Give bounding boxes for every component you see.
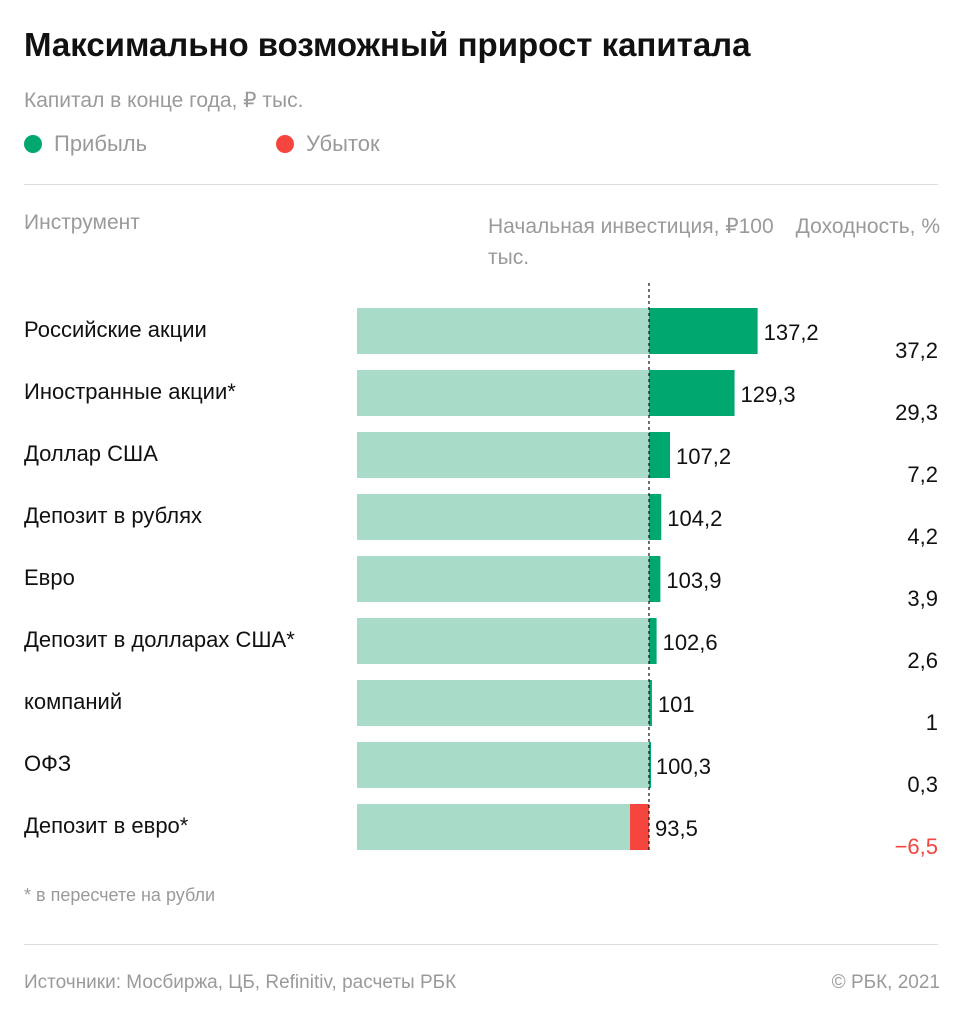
base-bar (357, 556, 649, 602)
base-bar (357, 370, 649, 416)
return-header: Доходность, % (795, 215, 940, 238)
reference-header: Начальная инвестиция, ₽100 тыс. (488, 215, 774, 269)
bar (649, 680, 652, 726)
base-bar (357, 494, 649, 540)
bar (649, 432, 671, 478)
value-label: 103,9 (666, 568, 721, 593)
return-label: 29,3 (895, 400, 938, 425)
bar (630, 804, 649, 850)
category-label: Евро (24, 565, 75, 590)
bar (649, 494, 662, 540)
value-label: 100,3 (656, 754, 711, 779)
base-bar (357, 618, 649, 664)
chart-title: Максимально возможный прирост капитала (24, 26, 751, 63)
value-label: 102,6 (663, 630, 718, 655)
category-label: Иностранные акции* (24, 379, 236, 404)
return-label: 4,2 (907, 524, 938, 549)
note: * в пересчете на рубли (24, 885, 216, 905)
category-label: компаний (24, 689, 122, 714)
source: Источники: Мосбиржа, ЦБ, Refinitiv, расч… (24, 972, 457, 993)
bar (649, 370, 735, 416)
category-label: Российские акции (24, 317, 207, 342)
return-label: 3,9 (907, 586, 938, 611)
category-label: Депозит в рублях (24, 503, 202, 528)
bar (649, 556, 661, 602)
return-label: 37,2 (895, 338, 938, 363)
category-header: Инструмент (24, 211, 140, 234)
return-label: 2,6 (907, 648, 938, 673)
category-label: Депозит в долларах США* (24, 627, 295, 652)
base-bar (357, 308, 649, 354)
base-bar (357, 680, 649, 726)
value-label: 104,2 (667, 506, 722, 531)
bar (649, 308, 758, 354)
return-label: 0,3 (907, 772, 938, 797)
value-label: 129,3 (741, 382, 796, 407)
bar (649, 742, 651, 788)
legend-marker (24, 135, 42, 153)
category-label: Депозит в евро* (24, 813, 189, 838)
value-label: 93,5 (655, 816, 698, 841)
base-bar (357, 804, 649, 850)
return-label: 7,2 (907, 462, 938, 487)
return-label: −6,5 (895, 834, 938, 859)
value-label: 137,2 (764, 320, 819, 345)
category-label: Доллар США (24, 441, 158, 466)
copyright: © РБК, 2021 (831, 972, 940, 993)
chart-subtitle: Капитал в конце года, ₽ тыс. (24, 89, 304, 112)
category-label: ОФЗ (24, 751, 71, 776)
legend-marker (276, 135, 294, 153)
legend-label: Прибыль (54, 131, 147, 156)
base-bar (357, 432, 649, 478)
return-label: 1 (926, 710, 938, 735)
bar (649, 618, 657, 664)
legend-label: Убыток (306, 131, 380, 156)
value-label: 107,2 (676, 444, 731, 469)
value-label: 101 (658, 692, 695, 717)
base-bar (357, 742, 649, 788)
